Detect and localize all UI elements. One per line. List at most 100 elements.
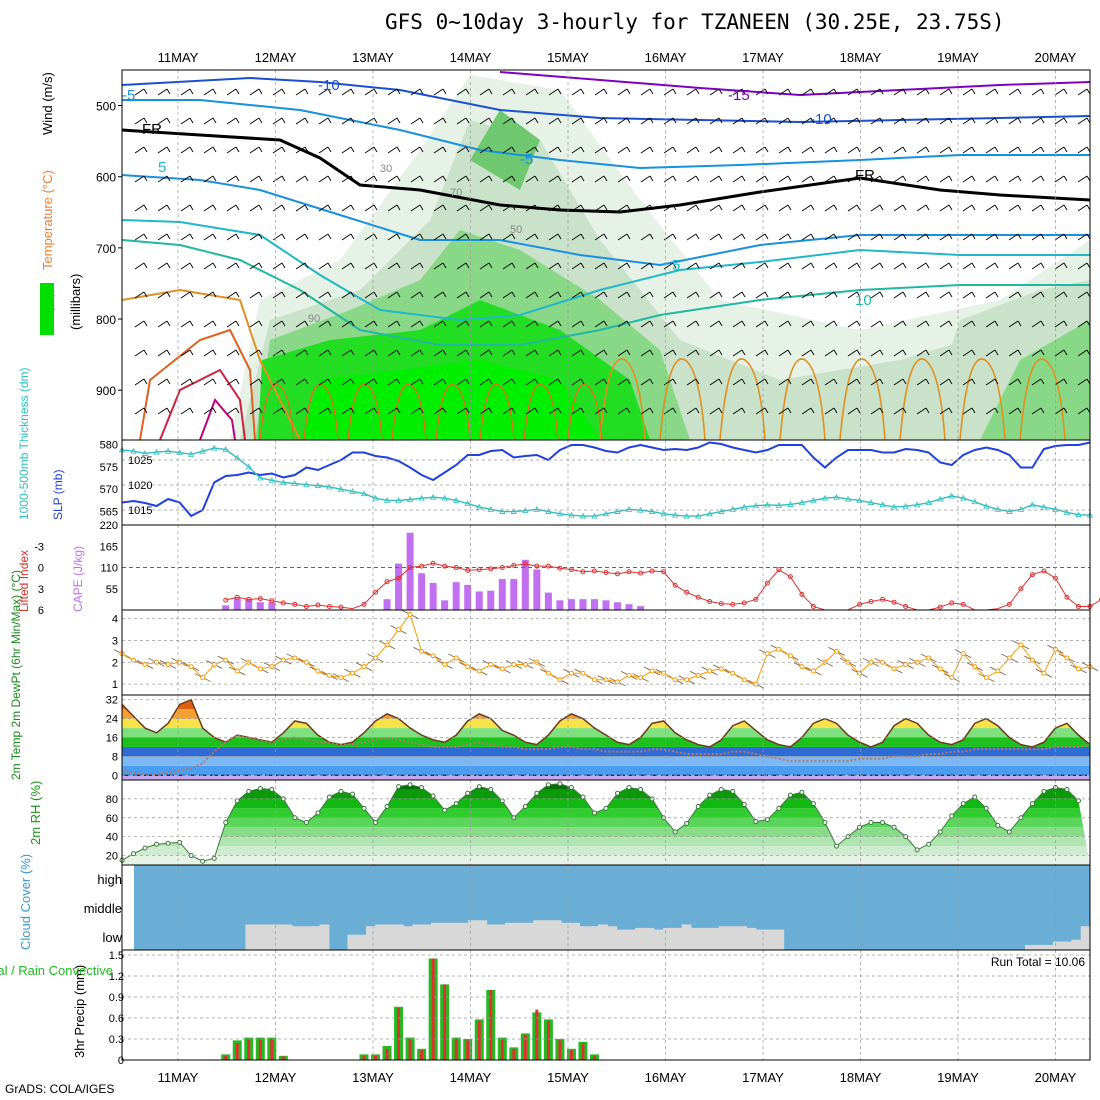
wind-barb (1054, 204, 1065, 212)
wind-barb (396, 204, 401, 211)
wind-barb (465, 233, 470, 240)
wind-barb (1054, 175, 1065, 183)
wind-barb (626, 378, 631, 385)
wind-barb (1008, 262, 1019, 270)
wind-barb (419, 146, 424, 153)
wind-barb (557, 407, 562, 414)
wind-barb (672, 407, 677, 414)
wind-barb (1017, 146, 1022, 153)
wind-barb (364, 349, 375, 357)
rh-band (122, 836, 1090, 847)
wind-barb (649, 233, 654, 240)
wind-barb (189, 117, 194, 124)
thickness-point (913, 501, 921, 508)
wind-barb (180, 378, 191, 386)
wind-barb (534, 320, 539, 327)
wind-barb (442, 378, 447, 385)
cloud-low-bar (523, 922, 534, 950)
rh-point (407, 782, 413, 788)
wind-barb (479, 233, 490, 241)
wind-barb (709, 262, 720, 270)
rh-point (349, 791, 355, 797)
wind-speed-point (154, 659, 160, 665)
lifted-index-point (718, 601, 724, 607)
wind-barb (617, 262, 628, 270)
wind-barb (456, 146, 467, 154)
cloud-low-bar (403, 926, 413, 950)
wind-barb (994, 88, 999, 95)
top-day-label: 20MAY (1035, 50, 1077, 65)
wind-barb (350, 117, 355, 124)
wind-barb (295, 175, 306, 183)
wind-barb (479, 320, 490, 328)
wind-barb (1063, 146, 1068, 153)
wind-barb (580, 291, 585, 298)
wind-barb (272, 349, 283, 357)
wind-barb (594, 378, 605, 386)
wind-barb (810, 291, 815, 298)
wind-barb (410, 291, 421, 299)
wind-barb (548, 378, 559, 386)
wind-barb (203, 378, 214, 386)
cloud-low-bar (728, 926, 738, 950)
temperature-line (121, 698, 1091, 748)
thickness-point (902, 502, 909, 509)
wind-barb (893, 233, 904, 241)
wind-barb (396, 378, 401, 385)
wind-barb (502, 262, 513, 270)
wind-barb (801, 291, 812, 299)
rh-point (833, 843, 839, 849)
thickness-point (245, 463, 252, 470)
wind-barb (1040, 262, 1045, 269)
wind-barb (134, 320, 145, 328)
contour-label: 10 (855, 292, 872, 309)
wind-barb (249, 407, 260, 415)
precip-conv-bar (247, 1039, 251, 1060)
wind-barb (1008, 117, 1019, 125)
wind-barb (189, 349, 194, 356)
wind-barb (810, 378, 815, 385)
y-tick-label: 1.2 (109, 971, 124, 983)
wind-barb (718, 233, 723, 240)
wind-barb (327, 175, 332, 182)
wind-barb (879, 117, 884, 124)
wind-barb (157, 262, 168, 270)
wind-barb (548, 233, 559, 241)
wind-barb (226, 378, 237, 386)
wind-barb (1063, 378, 1068, 385)
wind-barb (787, 349, 792, 356)
wind-barb (962, 262, 973, 270)
wind-barb (350, 349, 355, 356)
wind-barb (902, 233, 907, 240)
bottom-day-label: 15MAY (547, 1070, 589, 1085)
y-tick-label: 900 (96, 384, 116, 398)
wind-speed-point (661, 670, 667, 676)
wind-barb (341, 146, 352, 154)
wind-barb (893, 378, 904, 386)
wind-barb (916, 320, 927, 328)
wind-barb (686, 117, 697, 125)
wind-barb (902, 146, 907, 153)
lifted-index-point (868, 599, 874, 604)
wind-barb (764, 146, 769, 153)
wind-barb (580, 88, 585, 95)
wind-barb (502, 407, 513, 415)
wind-barb (1031, 291, 1042, 299)
wind-barb (1077, 117, 1088, 125)
cape-bar (383, 599, 391, 610)
rh-point (211, 855, 217, 861)
wind-barb (778, 88, 789, 96)
contour-line (122, 128, 1090, 214)
wind-barb (1008, 320, 1019, 328)
lifted-index-point (937, 604, 943, 610)
rh-point (810, 801, 816, 807)
cape-bar (579, 599, 587, 610)
bottom-day-label: 11MAY (158, 1070, 199, 1085)
wind-barb (1017, 233, 1022, 240)
wind-barb (755, 349, 766, 357)
cloud-low-bar (579, 926, 590, 950)
rh-point (995, 822, 1001, 828)
wind-barb (695, 407, 700, 414)
wind-speed-point (315, 668, 321, 674)
wind-barb (801, 262, 812, 270)
